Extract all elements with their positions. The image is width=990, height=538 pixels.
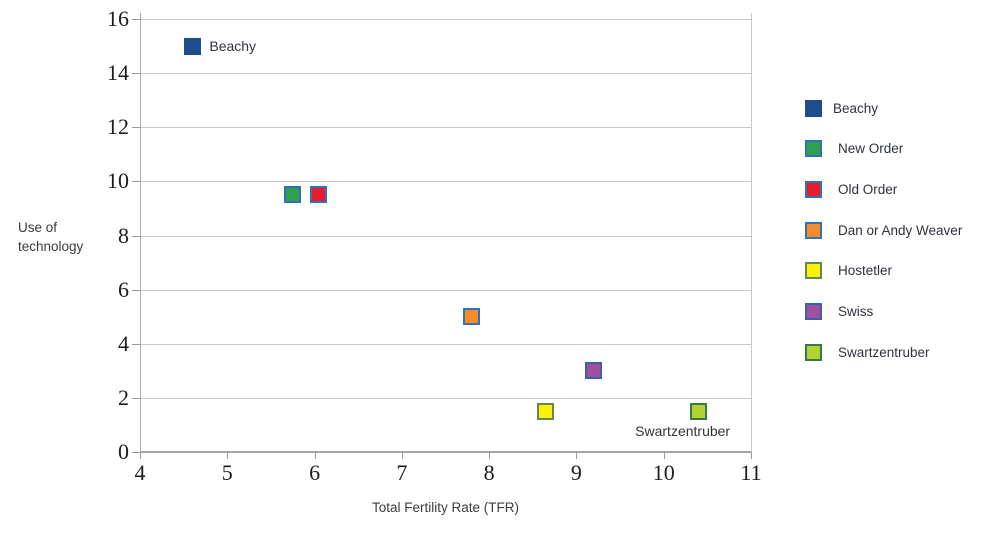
x-tick-11 (751, 452, 752, 459)
legend-swatch-icon (805, 140, 822, 158)
legend-item-new-order: New Order (805, 140, 903, 158)
legend-label: Hostetler (838, 263, 893, 279)
y-tick-label: 0 (118, 439, 129, 464)
x-tick-label: 5 (221, 460, 233, 485)
x-tick-9 (576, 452, 578, 459)
legend: Beachy New Order Old Order Dan or Andy Weav… (805, 0, 990, 538)
data-point-new-order (284, 186, 302, 204)
legend-item-old-order: Old Order (805, 180, 897, 198)
y-axis-title: Use of technology (18, 218, 83, 256)
y-tick-0 (132, 452, 140, 453)
legend-item-dan-or-andy-weaver: Dan or Andy Weaver (805, 221, 962, 239)
data-point-beachy (183, 37, 201, 55)
y-tick-label: 16 (107, 6, 129, 31)
y-tick-label: 6 (118, 276, 129, 302)
legend-swatch-icon (805, 180, 822, 198)
gridline-y-14 (140, 73, 751, 75)
x-tick-label: 11 (740, 460, 762, 485)
legend-label: Swiss (838, 304, 874, 319)
x-tick-label: 4 (134, 460, 146, 485)
y-axis-title-line1: Use of (18, 220, 58, 235)
y-tick-16 (132, 19, 140, 20)
legend-swatch-icon (805, 99, 822, 117)
y-tick-6 (132, 289, 140, 291)
data-point-dan-or-andy-weaver (463, 308, 481, 326)
x-tick-label: 9 (570, 460, 582, 485)
x-tick-6 (314, 452, 316, 459)
point-label-swartzentruber: Swartzentruber (635, 423, 731, 440)
point-label-beachy: Beachy (209, 38, 257, 55)
legend-label: Old Order (838, 181, 898, 197)
x-tick-label: 8 (483, 460, 495, 485)
legend-swatch-icon (805, 303, 822, 320)
y-tick-label: 12 (107, 114, 129, 140)
legend-item-beachy: Beachy (805, 99, 878, 117)
legend-item-swiss: Swiss (805, 303, 873, 321)
legend-swatch-icon (805, 221, 822, 239)
y-tick-label: 14 (107, 60, 129, 86)
gridline-y-16 (140, 19, 751, 20)
legend-item-swartzentruber: Swartzentruber (805, 343, 930, 361)
legend-swatch-icon (805, 262, 822, 280)
y-axis-title-line2: technology (18, 239, 84, 254)
y-tick-label: 4 (118, 330, 129, 356)
gridline-y-2 (140, 397, 751, 399)
plot-right-border (751, 13, 752, 452)
gridline-y-8 (140, 235, 751, 237)
legend-label: New Order (838, 141, 904, 157)
data-point-swartzentruber (690, 402, 708, 420)
y-tick-label: 10 (107, 168, 129, 194)
data-point-hostetler (537, 402, 555, 420)
gridline-y-6 (140, 289, 751, 291)
data-point-swiss (585, 362, 603, 380)
legend-label: Beachy (833, 100, 879, 116)
y-tick-label: 2 (118, 384, 129, 410)
y-tick-2 (132, 397, 140, 399)
gridline-y-12 (140, 127, 751, 129)
data-point-old-order (310, 186, 328, 204)
legend-item-hostetler: Hostetler (805, 262, 892, 280)
y-tick-14 (132, 73, 140, 75)
x-tick-8 (489, 452, 491, 459)
x-tick-4 (140, 452, 141, 459)
y-tick-10 (132, 181, 140, 183)
legend-label: Swartzentruber (838, 344, 930, 360)
x-tick-5 (227, 452, 229, 459)
legend-swatch-icon (805, 343, 822, 361)
x-tick-10 (663, 452, 665, 459)
y-tick-label: 8 (118, 222, 129, 248)
legend-label: Dan or Andy Weaver (838, 222, 963, 238)
gridline-y-4 (140, 343, 751, 345)
y-tick-8 (132, 235, 140, 237)
x-tick-7 (401, 452, 403, 459)
y-axis-line (140, 13, 141, 452)
x-tick-label: 10 (652, 460, 675, 485)
y-tick-4 (132, 343, 140, 345)
x-axis-title: Total Fertility Rate (TFR) (371, 500, 520, 515)
x-axis-line (140, 451, 752, 453)
x-tick-label: 6 (309, 460, 321, 485)
x-tick-label: 7 (396, 460, 408, 485)
y-tick-12 (132, 127, 140, 129)
gridline-y-10 (140, 181, 751, 183)
